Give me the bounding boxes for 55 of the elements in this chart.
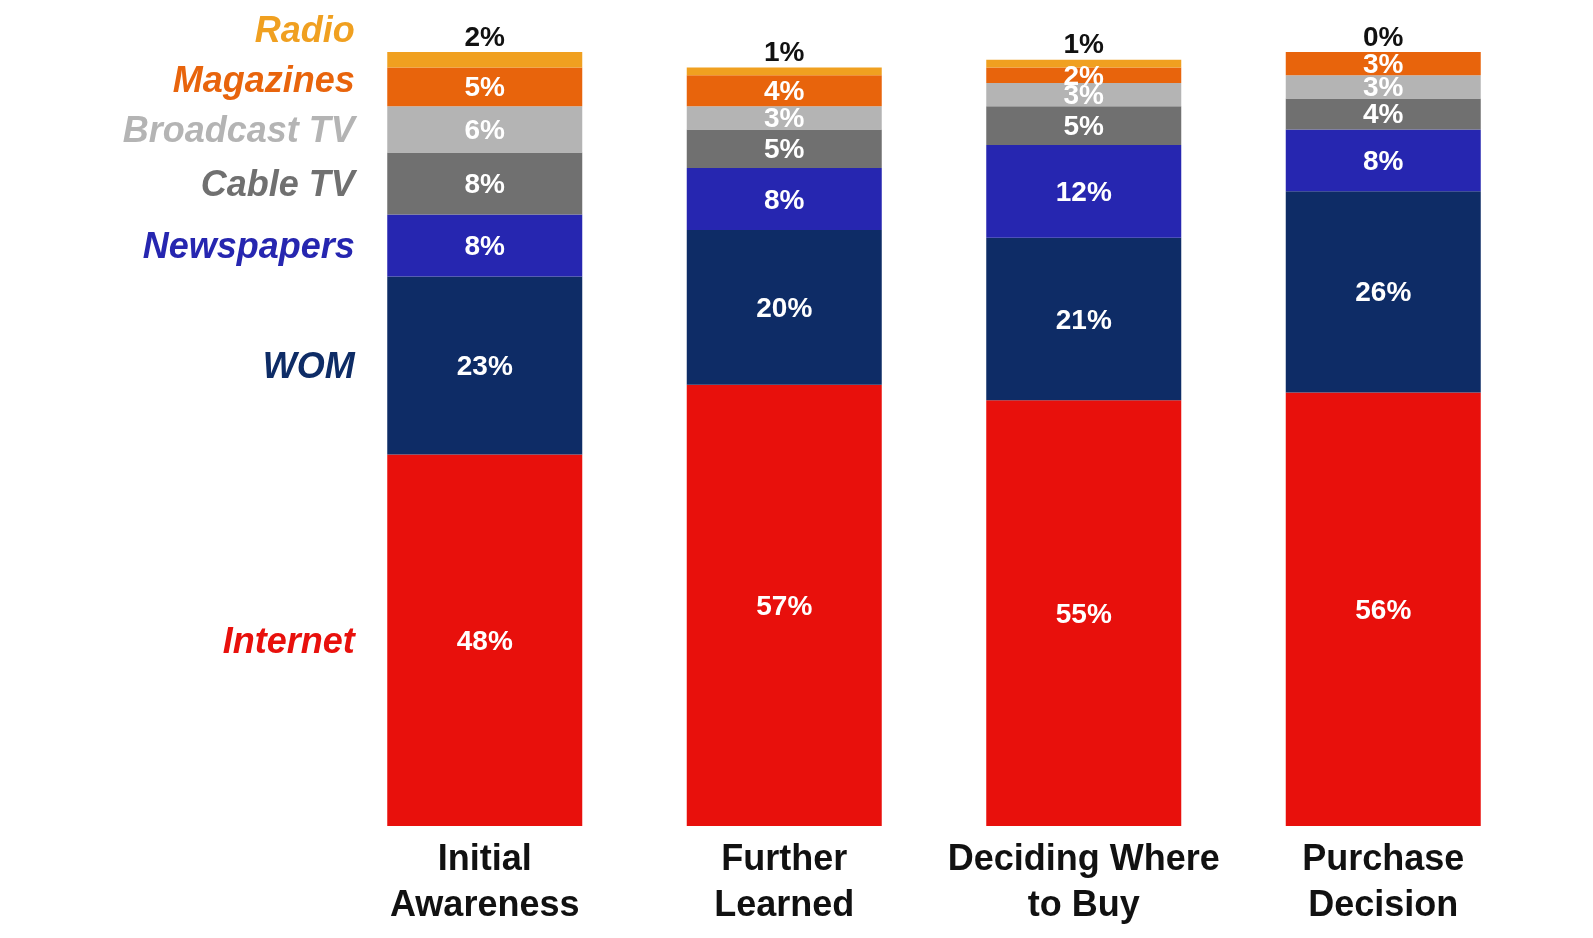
data-label: 1% bbox=[764, 35, 805, 67]
bar bbox=[986, 144, 1182, 238]
bar bbox=[387, 67, 583, 107]
data-label: 57% bbox=[756, 589, 813, 621]
data-label: 5% bbox=[1063, 110, 1105, 142]
bar bbox=[686, 168, 882, 231]
series-label: Broadcast TV bbox=[122, 108, 358, 150]
bar bbox=[986, 237, 1182, 401]
data-label: 5% bbox=[464, 71, 506, 103]
bar bbox=[1285, 98, 1481, 130]
series-label: Internet bbox=[222, 619, 357, 661]
bar bbox=[387, 214, 583, 277]
series-label: Radio bbox=[254, 8, 355, 50]
bar bbox=[1285, 392, 1481, 826]
bar bbox=[1285, 191, 1481, 393]
x-tick-label: Initial Awareness bbox=[390, 836, 580, 924]
bar bbox=[387, 276, 583, 455]
bar bbox=[986, 106, 1182, 145]
bar bbox=[686, 384, 882, 826]
data-label: 23% bbox=[456, 349, 513, 381]
bar bbox=[986, 400, 1182, 826]
bar bbox=[686, 230, 882, 385]
data-label: 8% bbox=[464, 230, 506, 261]
bar bbox=[387, 106, 583, 153]
bar bbox=[686, 75, 882, 107]
bar bbox=[686, 67, 882, 76]
bar bbox=[686, 129, 882, 169]
data-label: 48% bbox=[456, 624, 513, 656]
bar bbox=[1285, 129, 1481, 192]
data-label: 6% bbox=[464, 113, 506, 145]
bar bbox=[387, 52, 583, 68]
x-tick-label: Further Learned bbox=[714, 836, 855, 924]
data-label: 5% bbox=[764, 133, 805, 165]
data-label: 0% bbox=[1363, 20, 1404, 52]
x-tick-label: Purchase Decision bbox=[1302, 836, 1465, 924]
data-label: 1% bbox=[1063, 28, 1105, 60]
series-label: WOM bbox=[262, 344, 356, 386]
data-label: 8% bbox=[464, 168, 506, 200]
data-label: 2% bbox=[464, 20, 506, 52]
series-label: Cable TV bbox=[200, 163, 358, 205]
data-label: 4% bbox=[1363, 98, 1404, 130]
data-label: 21% bbox=[1055, 303, 1112, 335]
data-label: 8% bbox=[1363, 144, 1404, 176]
data-label: 55% bbox=[1055, 597, 1112, 629]
series-label: Newspapers bbox=[142, 225, 355, 266]
bar bbox=[986, 67, 1182, 83]
series-label: Magazines bbox=[172, 58, 355, 100]
bar bbox=[387, 454, 583, 826]
data-label: 12% bbox=[1055, 175, 1112, 207]
data-label: 8% bbox=[764, 183, 805, 215]
data-label: 26% bbox=[1355, 276, 1412, 308]
bar bbox=[387, 152, 583, 215]
x-tick-label: Deciding Where to Buy bbox=[947, 836, 1220, 924]
data-label: 20% bbox=[756, 291, 813, 323]
data-label: 56% bbox=[1355, 593, 1412, 625]
